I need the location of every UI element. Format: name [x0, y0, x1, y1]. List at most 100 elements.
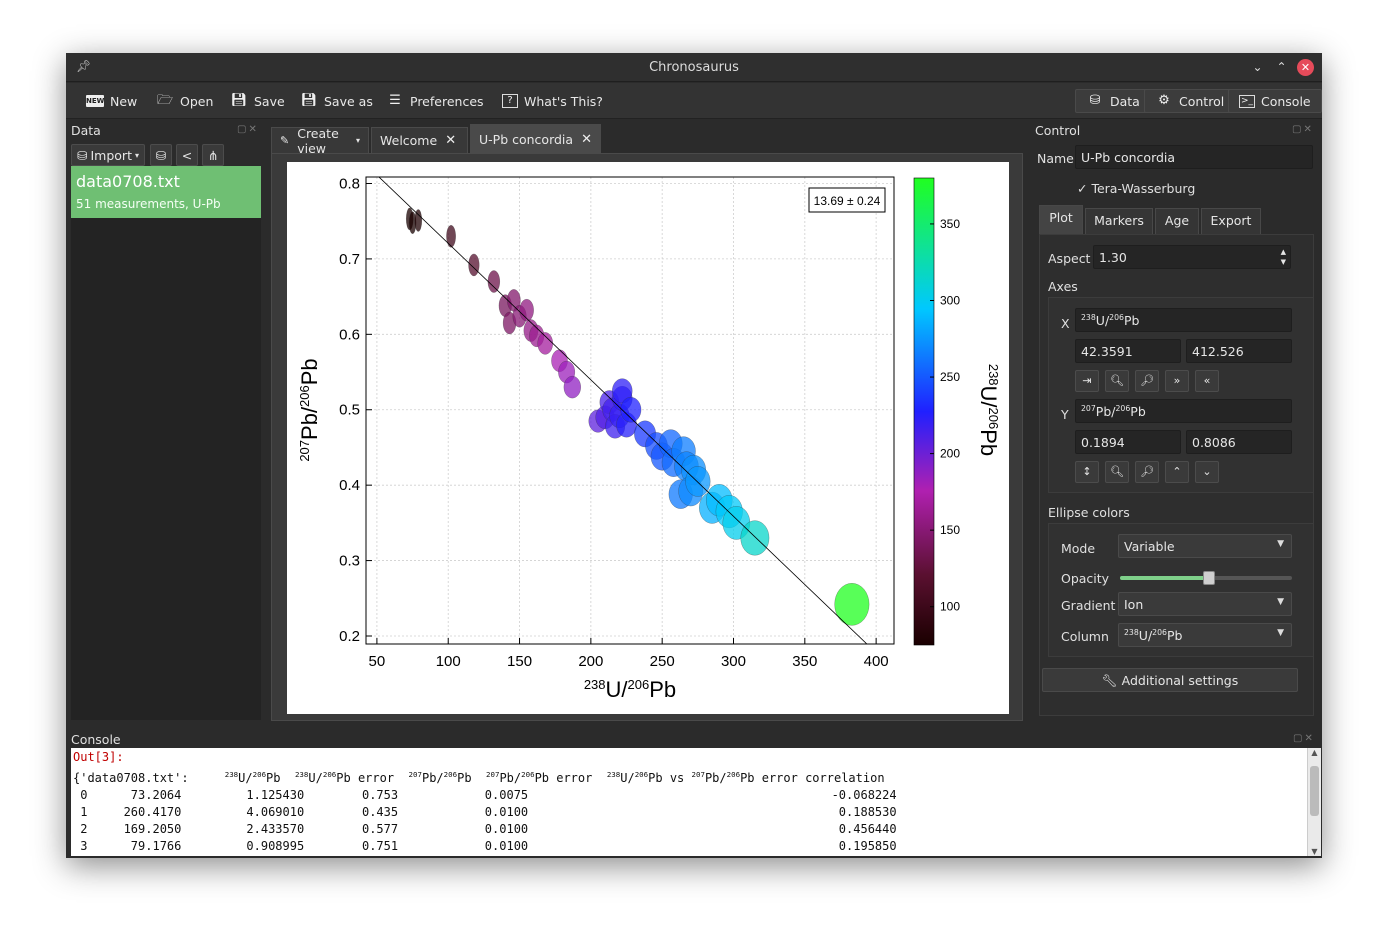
- merge-icon: ⋔: [207, 147, 219, 163]
- colorbar-tick-label: 300: [940, 293, 960, 307]
- scroll-down-icon[interactable]: ▼: [1311, 847, 1318, 856]
- share-button[interactable]: <: [176, 144, 198, 166]
- x-min-field[interactable]: 42.3591: [1075, 339, 1181, 363]
- y-zoom-in-button[interactable]: 🔍︎: [1105, 461, 1129, 483]
- console-scrollbar[interactable]: ▲ ▼: [1307, 748, 1321, 856]
- console-output[interactable]: Out[3]: {'data0708.txt': 238U/206Pb 238U…: [71, 748, 1307, 856]
- scroll-up-icon[interactable]: ▲: [1311, 748, 1318, 757]
- y-zoom-out-button[interactable]: 🔎︎: [1135, 461, 1159, 483]
- y-tick-label: 0.6: [339, 326, 360, 343]
- x-fit-button[interactable]: ⇥: [1075, 370, 1099, 392]
- data-ellipse: [446, 225, 456, 248]
- console-prompt: Out[3]:: [73, 750, 124, 764]
- wrench-icon: 🔧︎: [1101, 673, 1118, 688]
- open-button[interactable]: 🗁 Open: [152, 89, 217, 113]
- tera-wasserburg-label: Tera-Wasserburg: [1091, 181, 1196, 196]
- aspect-spinbox[interactable]: 1.30 ▲ ▼: [1093, 245, 1291, 269]
- gradient-select[interactable]: Ion ▼: [1118, 592, 1292, 616]
- console-header: {'data0708.txt': 238U/206Pb 238U/206Pb e…: [73, 770, 885, 785]
- database-button[interactable]: ⛁: [150, 144, 172, 166]
- data-dock-button[interactable]: ⛁ Data: [1075, 89, 1151, 113]
- dock-float-close-icon[interactable]: ▢✕: [1293, 733, 1315, 744]
- x-column-field[interactable]: 238U/206Pb: [1075, 308, 1292, 332]
- opacity-slider[interactable]: [1120, 571, 1292, 585]
- dock-float-close-icon[interactable]: ▢✕: [1292, 124, 1314, 135]
- double-chevron-right-icon: »: [1173, 374, 1181, 387]
- column-select[interactable]: 238U/206Pb ▼: [1118, 623, 1292, 647]
- y-column-field[interactable]: 207Pb/206Pb: [1075, 399, 1292, 423]
- dataset-item[interactable]: data0708.txt 51 measurements, U-Pb: [71, 166, 261, 218]
- opacity-slider-handle[interactable]: [1203, 571, 1216, 585]
- tab-export[interactable]: Export: [1201, 208, 1261, 234]
- x-max-field[interactable]: 412.526: [1186, 339, 1292, 363]
- merge-button[interactable]: ⋔: [202, 144, 224, 166]
- ellipse-colors-group: Mode Variable ▼ Opacity Gradient Ion ▼ Col…: [1048, 523, 1314, 657]
- aspect-label: Aspect: [1048, 251, 1091, 266]
- save-as-icon: 💾︎: [300, 93, 318, 108]
- y-min-field[interactable]: 0.1894: [1075, 430, 1181, 454]
- column-value: 238U/206Pb: [1124, 628, 1183, 644]
- console-row: 0 73.2064 1.125430 0.753 0.0075 -0.06822…: [73, 788, 897, 802]
- y-tick-label: 0.2: [339, 628, 360, 645]
- console-row: 2 169.2050 2.433570 0.577 0.0100 0.45644…: [73, 822, 897, 836]
- tab-create-view[interactable]: ✎ Create view ▾: [271, 126, 369, 156]
- x-pan-right-button[interactable]: »: [1165, 370, 1189, 392]
- zoom-in-icon: 🔍︎: [1110, 465, 1124, 478]
- y-pan-down-button[interactable]: ⌄: [1195, 461, 1219, 483]
- x-zoom-out-button[interactable]: 🔎︎: [1135, 370, 1159, 392]
- x-tick-label: 350: [792, 653, 817, 670]
- additional-settings-button[interactable]: 🔧︎ Additional settings: [1042, 668, 1298, 692]
- dock-float-close-icon[interactable]: ▢✕: [237, 124, 259, 135]
- tera-wasserburg-checkbox[interactable]: ✓ Tera-Wasserburg: [1077, 181, 1195, 196]
- new-button[interactable]: NEW New: [82, 89, 141, 113]
- x-tick-label: 300: [721, 653, 746, 670]
- y-max-field[interactable]: 0.8086: [1186, 430, 1292, 454]
- close-tab-icon[interactable]: ✕: [445, 133, 457, 148]
- y-axis-label: 207Pb/206Pb: [297, 358, 322, 461]
- y-tick-label: 0.8: [339, 175, 360, 192]
- pin-icon[interactable]: 📌︎: [76, 59, 92, 73]
- colorbar-label: 238U/206Pb: [976, 364, 1001, 456]
- tab-upb-concordia[interactable]: U-Pb concordia ✕: [470, 124, 601, 153]
- maximize-icon[interactable]: ⌃: [1276, 60, 1287, 74]
- save-as-button[interactable]: 💾︎ Save as: [296, 89, 377, 113]
- double-chevron-up-icon: ⌃: [1172, 465, 1182, 478]
- whats-this-button[interactable]: ? What's This?: [498, 89, 607, 113]
- import-button[interactable]: ⛁ Import ▾: [71, 144, 145, 166]
- help-icon: ?: [502, 94, 518, 108]
- chevron-down-icon: ▼: [1277, 597, 1284, 607]
- tab-age[interactable]: Age: [1155, 208, 1199, 234]
- name-field[interactable]: U-Pb concordia: [1075, 145, 1313, 169]
- console-dock-button[interactable]: >_ Console: [1228, 89, 1322, 113]
- concordia-plot[interactable]: 50 100 150 200 250 300 350 400 0.2 0.3 0.4 0.5 0.6 0…: [287, 162, 1009, 714]
- dataset-subtitle: 51 measurements, U-Pb: [76, 197, 221, 211]
- import-label: Import: [90, 147, 132, 163]
- gear-icon: ⚙: [1158, 93, 1170, 108]
- save-icon: 💾︎: [230, 93, 248, 108]
- plot-frame: 50 100 150 200 250 300 350 400 0.2 0.3 0.4 0.5 0.6 0…: [271, 153, 1023, 721]
- tab-welcome[interactable]: Welcome ✕: [371, 127, 468, 153]
- preferences-button[interactable]: ☰ Preferences: [382, 89, 488, 113]
- close-tab-icon[interactable]: ✕: [581, 131, 592, 147]
- data-ellipse: [685, 466, 711, 497]
- y-pan-up-button[interactable]: ⌃: [1165, 461, 1189, 483]
- close-icon[interactable]: ✕: [1297, 59, 1314, 76]
- tab-markers[interactable]: Markers: [1085, 208, 1153, 234]
- data-panel-title: Data: [71, 123, 101, 138]
- x-zoom-in-button[interactable]: 🔍︎: [1105, 370, 1129, 392]
- x-tick-label: 150: [507, 653, 532, 670]
- data-ellipse: [487, 270, 501, 293]
- double-chevron-down-icon: ⌄: [1202, 465, 1212, 478]
- column-label: Column: [1061, 629, 1109, 644]
- minimize-icon[interactable]: ⌄: [1252, 60, 1263, 74]
- x-pan-left-button[interactable]: «: [1195, 370, 1219, 392]
- spin-arrows-icon[interactable]: ▲ ▼: [1280, 248, 1286, 266]
- y-fit-button[interactable]: ↕: [1075, 461, 1099, 483]
- data-ellipse: [468, 253, 480, 277]
- scroll-thumb[interactable]: [1310, 766, 1319, 816]
- save-button[interactable]: 💾︎ Save: [226, 89, 289, 113]
- mode-select[interactable]: Variable ▼: [1118, 534, 1292, 558]
- control-dock-button[interactable]: ⚙ Control: [1144, 89, 1236, 113]
- tab-plot[interactable]: Plot: [1039, 205, 1083, 234]
- whats-this-label: What's This?: [524, 93, 603, 109]
